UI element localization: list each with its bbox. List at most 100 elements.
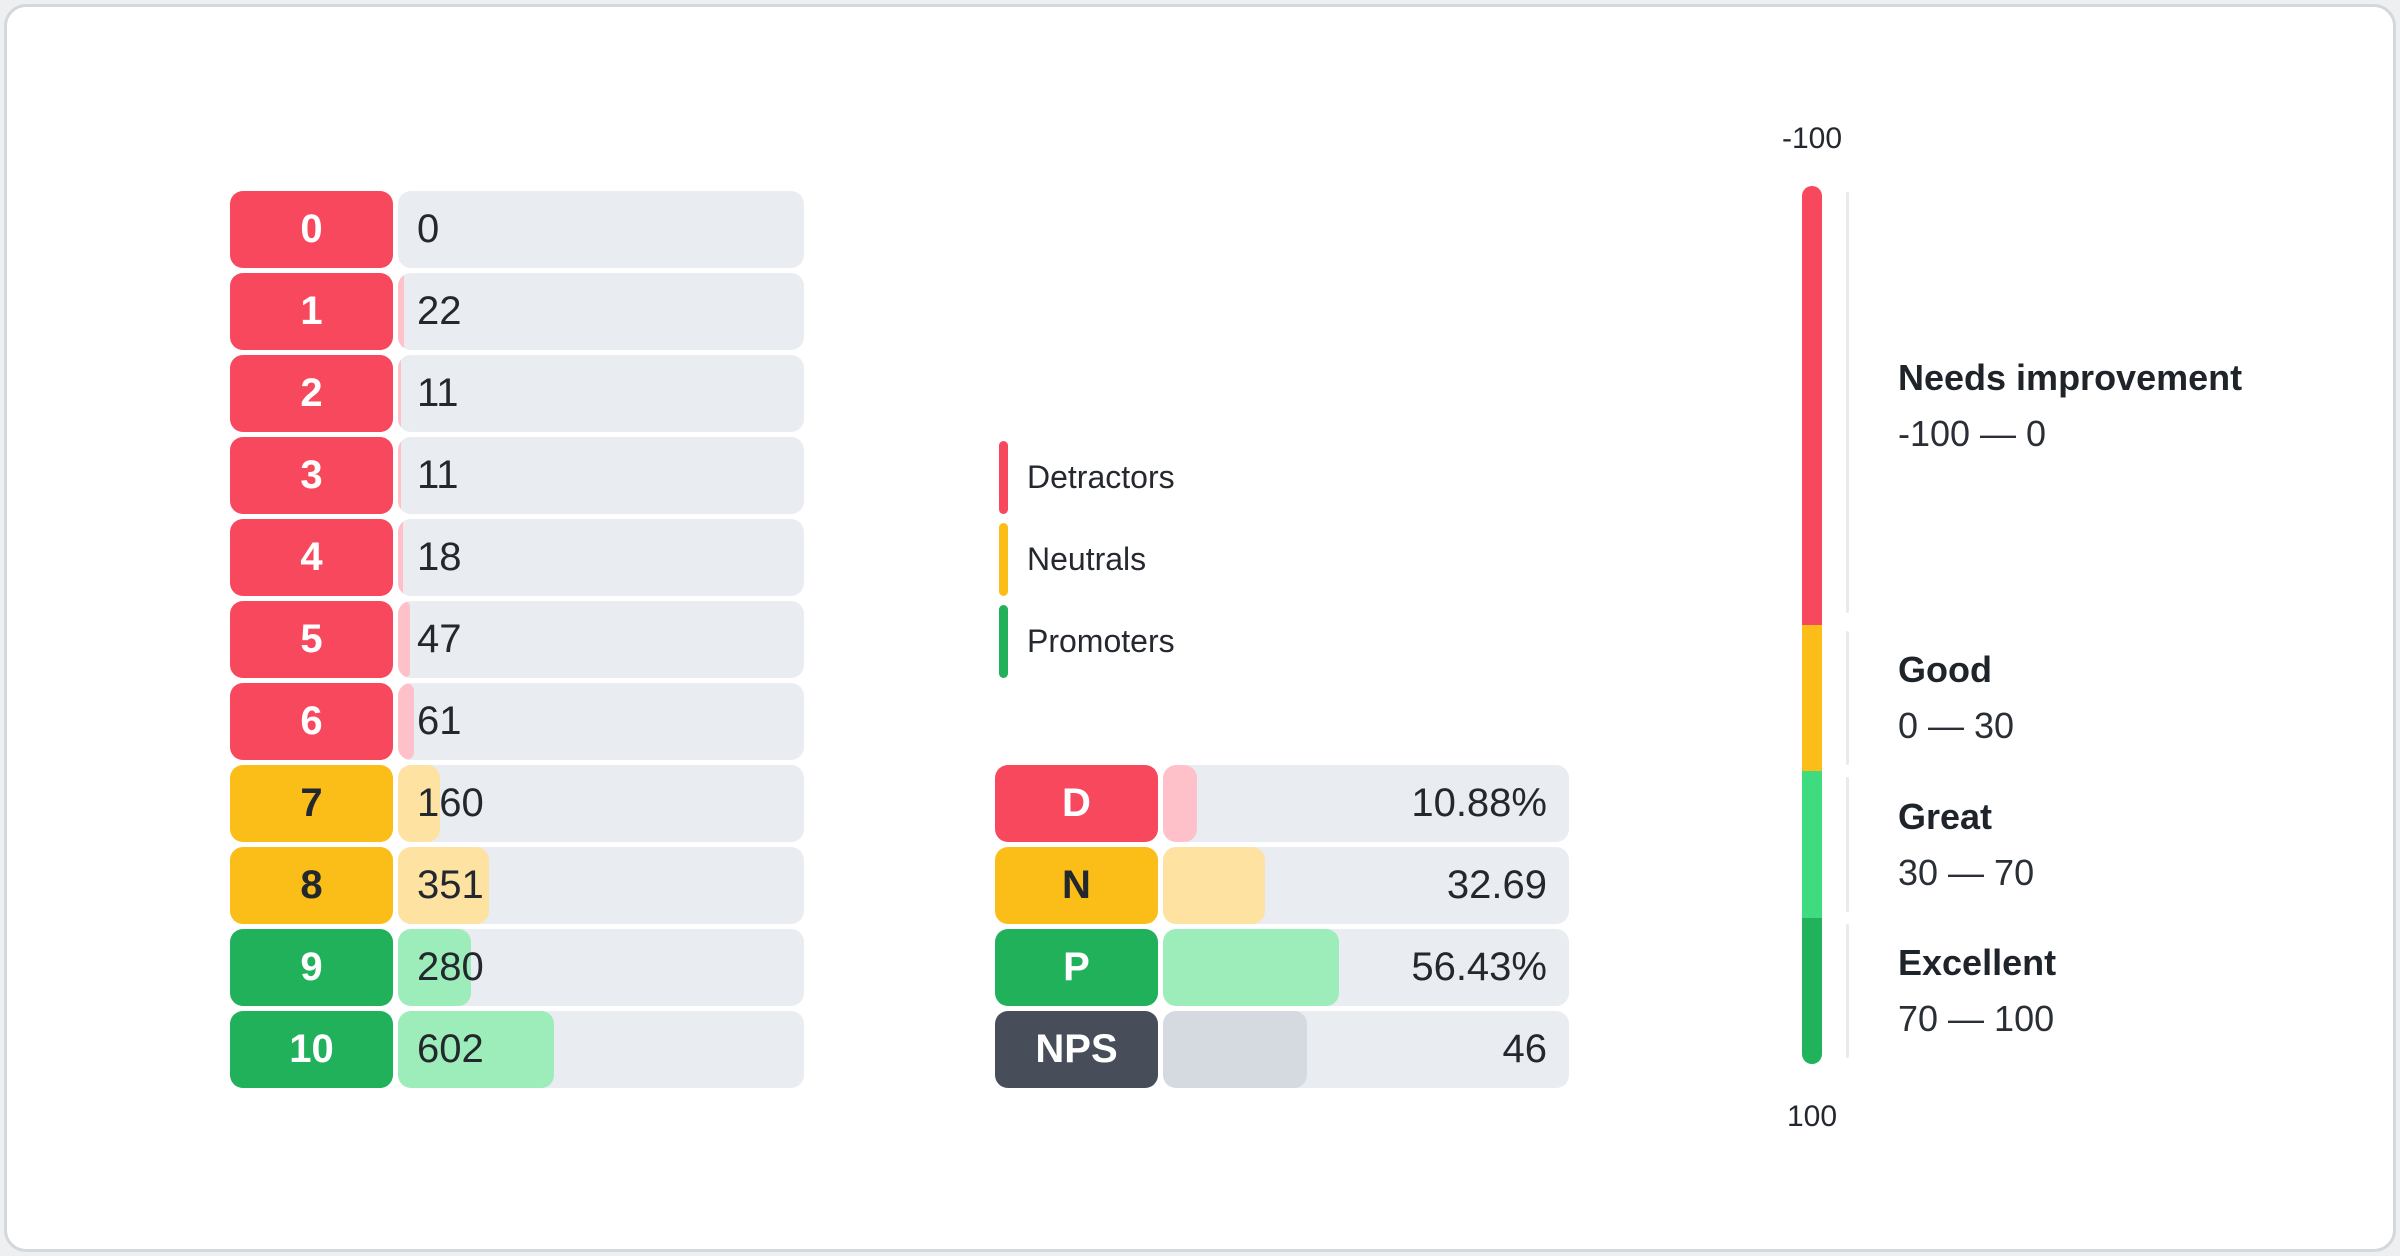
score-row-2: 2 11 bbox=[230, 355, 804, 432]
zone-range: 70 — 100 bbox=[1898, 998, 2055, 1039]
score-row-6: 6 61 bbox=[230, 683, 804, 760]
gauge-axis bbox=[1846, 186, 1849, 1064]
gauge-zone-great: Great 30 — 70 bbox=[1898, 796, 2034, 894]
legend-item-promoters: Promoters bbox=[999, 603, 1175, 680]
score-bar-fill-8 bbox=[398, 847, 490, 924]
score-bar-track-3: 11 bbox=[398, 437, 804, 514]
score-bar-fill-7 bbox=[398, 765, 440, 842]
score-bar-track-5: 47 bbox=[398, 601, 804, 678]
gauge-axis-tick bbox=[1846, 777, 1849, 912]
score-badge-3: 3 bbox=[230, 437, 393, 514]
score-badge-2: 2 bbox=[230, 355, 393, 432]
score-badge-7: 7 bbox=[230, 765, 393, 842]
score-bar-track-7: 160 bbox=[398, 765, 804, 842]
score-row-10: 10 602 bbox=[230, 1011, 804, 1088]
score-bar-track-8: 351 bbox=[398, 847, 804, 924]
score-row-3: 3 11 bbox=[230, 437, 804, 514]
score-count-8: 351 bbox=[417, 863, 484, 907]
summary-row-promoters: P 56.43% bbox=[995, 929, 1569, 1006]
score-bar-track-0: 0 bbox=[398, 191, 804, 268]
summary-bar-fill-nps bbox=[1163, 1011, 1307, 1088]
score-bar-fill-1 bbox=[398, 273, 404, 350]
score-badge-9: 9 bbox=[230, 929, 393, 1006]
gauge-zone-excellent: Excellent 70 — 100 bbox=[1898, 942, 2056, 1040]
score-row-0: 0 0 bbox=[230, 191, 804, 268]
score-bar-fill-5 bbox=[398, 601, 411, 678]
zone-title: Needs improvement bbox=[1898, 357, 2243, 398]
summary-badge-d: D bbox=[995, 765, 1158, 842]
nps-summary-chart: D 10.88% N 32.69 P 56.43% NPS 46 bbox=[995, 765, 1569, 1093]
summary-badge-p: P bbox=[995, 929, 1158, 1006]
score-bar-fill-2 bbox=[398, 355, 401, 432]
score-count-1: 22 bbox=[417, 289, 462, 333]
legend-label: Detractors bbox=[1027, 459, 1175, 495]
score-count-10: 602 bbox=[417, 1027, 484, 1071]
score-badge-0: 0 bbox=[230, 191, 393, 268]
score-bar-fill-3 bbox=[398, 437, 401, 514]
score-row-8: 8 351 bbox=[230, 847, 804, 924]
score-count-5: 47 bbox=[417, 617, 462, 661]
score-bar-track-2: 11 bbox=[398, 355, 804, 432]
summary-bar-fill-p bbox=[1163, 929, 1340, 1006]
zone-range: -100 — 0 bbox=[1898, 413, 2047, 454]
score-bar-track-9: 280 bbox=[398, 929, 804, 1006]
summary-row-detractors: D 10.88% bbox=[995, 765, 1569, 842]
summary-bar-track-nps: 46 bbox=[1163, 1011, 1569, 1088]
score-distribution-chart: 0 0 1 22 2 11 3 11 4 18 5 bbox=[230, 191, 804, 1093]
detractors-color-swatch-icon bbox=[999, 441, 1008, 514]
score-count-4: 18 bbox=[417, 535, 462, 579]
gauge-axis-tick bbox=[1846, 924, 1849, 1058]
score-count-7: 160 bbox=[417, 781, 484, 825]
summary-value-nps: 46 bbox=[1502, 1027, 1548, 1071]
score-count-9: 280 bbox=[417, 945, 484, 989]
score-count-0: 0 bbox=[417, 207, 440, 251]
score-bar-fill-9 bbox=[398, 929, 471, 1006]
neutrals-color-swatch-icon bbox=[999, 523, 1008, 596]
score-bar-fill-6 bbox=[398, 683, 414, 760]
score-badge-1: 1 bbox=[230, 273, 393, 350]
score-row-4: 4 18 bbox=[230, 519, 804, 596]
gauge-zone-needs-improvement: Needs improvement -100 — 0 bbox=[1898, 357, 2242, 455]
zone-range: 30 — 70 bbox=[1898, 852, 2035, 893]
gauge-segment-good bbox=[1802, 625, 1822, 772]
score-badge-5: 5 bbox=[230, 601, 393, 678]
gauge-axis-tick bbox=[1846, 192, 1849, 613]
summary-bar-fill-n bbox=[1163, 847, 1266, 924]
gauge-axis-tick bbox=[1846, 631, 1849, 765]
summary-value-p: 56.43% bbox=[1411, 945, 1547, 989]
gauge-segment-excellent bbox=[1802, 917, 1822, 1064]
score-badge-6: 6 bbox=[230, 683, 393, 760]
score-row-1: 1 22 bbox=[230, 273, 804, 350]
score-bar-fill-10 bbox=[398, 1011, 555, 1088]
summary-bar-track-n: 32.69 bbox=[1163, 847, 1569, 924]
summary-badge-nps: NPS bbox=[995, 1011, 1158, 1088]
legend-item-detractors: Detractors bbox=[999, 439, 1175, 516]
zone-range: 0 — 30 bbox=[1898, 705, 2015, 746]
summary-bar-track-p: 56.43% bbox=[1163, 929, 1569, 1006]
gauge-max-negative-label: -100 bbox=[1781, 122, 1843, 155]
legend-label: Neutrals bbox=[1027, 541, 1147, 577]
zone-title: Good bbox=[1898, 649, 1992, 690]
score-bar-track-1: 22 bbox=[398, 273, 804, 350]
score-count-3: 11 bbox=[417, 453, 459, 497]
score-badge-10: 10 bbox=[230, 1011, 393, 1088]
summary-row-neutrals: N 32.69 bbox=[995, 847, 1569, 924]
promoters-color-swatch-icon bbox=[999, 605, 1008, 678]
chart-legend: Detractors Neutrals Promoters bbox=[999, 439, 1175, 685]
summary-bar-fill-d bbox=[1163, 765, 1197, 842]
score-bar-track-6: 61 bbox=[398, 683, 804, 760]
score-row-5: 5 47 bbox=[230, 601, 804, 678]
score-row-9: 9 280 bbox=[230, 929, 804, 1006]
score-row-7: 7 160 bbox=[230, 765, 804, 842]
score-bar-track-4: 18 bbox=[398, 519, 804, 596]
summary-value-n: 32.69 bbox=[1446, 863, 1547, 907]
nps-gauge-bar bbox=[1802, 186, 1822, 1064]
zone-title: Great bbox=[1898, 796, 1993, 837]
score-badge-8: 8 bbox=[230, 847, 393, 924]
summary-value-d: 10.88% bbox=[1411, 781, 1547, 825]
legend-label: Promoters bbox=[1027, 623, 1175, 659]
summary-row-nps: NPS 46 bbox=[995, 1011, 1569, 1088]
legend-item-neutrals: Neutrals bbox=[999, 521, 1175, 598]
summary-badge-n: N bbox=[995, 847, 1158, 924]
summary-bar-track-d: 10.88% bbox=[1163, 765, 1569, 842]
